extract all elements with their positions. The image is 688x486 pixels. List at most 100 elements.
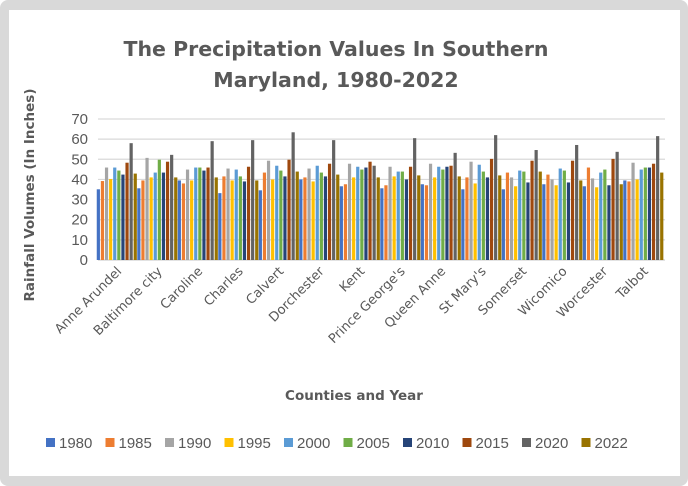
y-tick-label: 50 <box>71 151 88 168</box>
bar <box>372 165 376 260</box>
bar <box>494 135 498 260</box>
bar <box>343 184 348 260</box>
bar-chart: The Precipitation Values In Southern Mar… <box>22 37 665 452</box>
bar <box>194 167 198 260</box>
bar <box>396 171 400 260</box>
bar <box>595 187 599 260</box>
bar <box>271 179 275 260</box>
bar <box>275 165 279 260</box>
bar <box>141 180 145 260</box>
bar <box>287 159 291 260</box>
bar <box>113 167 117 260</box>
legend-swatch <box>46 438 55 447</box>
bar-group <box>177 141 218 260</box>
legend-label: 1995 <box>238 435 271 452</box>
bar <box>230 180 234 260</box>
bar <box>153 172 157 260</box>
bar <box>599 172 603 260</box>
legend-swatch <box>224 438 234 447</box>
legend-item: 2015 <box>462 435 509 452</box>
bar-group <box>258 132 299 260</box>
bar <box>590 178 595 260</box>
bar <box>651 163 656 260</box>
bar <box>603 169 607 260</box>
bar <box>554 185 558 260</box>
bar <box>469 161 473 260</box>
bar <box>566 182 571 260</box>
bar <box>542 184 546 260</box>
bar <box>562 170 566 260</box>
bar <box>368 161 372 260</box>
bar <box>311 181 315 260</box>
bar <box>388 166 392 260</box>
bar <box>315 165 319 260</box>
bar <box>125 162 129 260</box>
bar <box>404 179 409 260</box>
legend-label: 2005 <box>357 435 390 452</box>
bar <box>465 177 469 260</box>
bar <box>457 176 461 260</box>
bar <box>485 177 490 260</box>
bar <box>332 140 336 260</box>
bar-group <box>501 150 542 260</box>
bar <box>639 169 643 260</box>
bar <box>251 140 255 260</box>
bar <box>615 151 619 260</box>
bar <box>137 188 141 260</box>
bar <box>522 171 526 260</box>
bar <box>392 176 396 260</box>
bar <box>174 177 178 260</box>
y-axis-title: Rainfall Volumes (In Inches) <box>22 89 38 302</box>
legend-item: 1990 <box>165 435 211 452</box>
legend-item: 2005 <box>343 435 390 452</box>
legend-item: 2000 <box>284 435 330 452</box>
bar <box>530 160 534 260</box>
legend-item: 1985 <box>105 435 152 452</box>
bar <box>222 176 226 260</box>
bar <box>380 188 384 260</box>
chart-title-line-1: The Precipitation Values In Southern <box>123 37 548 61</box>
bar-group <box>339 161 380 260</box>
bar <box>218 193 222 260</box>
y-tick-label: 30 <box>71 192 88 209</box>
legend-swatch <box>581 438 591 447</box>
bar <box>647 167 652 260</box>
legend-label: 2000 <box>297 435 330 452</box>
bar <box>376 177 380 260</box>
legend-swatch <box>343 438 353 447</box>
bar <box>356 166 360 260</box>
bar <box>266 160 271 260</box>
legend-swatch <box>284 438 293 447</box>
bar <box>461 189 465 260</box>
bar <box>291 132 295 260</box>
bar <box>413 138 417 260</box>
bar <box>623 180 627 260</box>
legend-label: 2020 <box>535 435 568 452</box>
bar <box>481 171 485 260</box>
y-tick-label: 40 <box>71 171 88 188</box>
bar <box>400 171 404 260</box>
bar <box>428 163 433 260</box>
bar <box>258 190 262 260</box>
bar <box>437 166 441 260</box>
legend-label: 1985 <box>119 435 152 452</box>
bar <box>550 179 554 260</box>
x-tick-label: Kent <box>337 264 368 295</box>
bar <box>579 180 583 260</box>
bar <box>473 183 477 260</box>
x-tick-label: Charles <box>201 264 246 309</box>
bar <box>170 154 174 260</box>
bar <box>433 177 437 260</box>
bar <box>352 177 356 260</box>
bar <box>283 176 287 260</box>
bar <box>279 170 283 260</box>
bar <box>546 174 550 260</box>
bar <box>518 170 522 260</box>
bar <box>453 152 457 260</box>
y-tick-label: 10 <box>71 232 88 249</box>
bar <box>319 172 323 260</box>
bar <box>177 180 181 260</box>
legend-item: 2020 <box>522 435 568 452</box>
bar <box>202 170 206 260</box>
legend-label: 2010 <box>416 435 449 452</box>
